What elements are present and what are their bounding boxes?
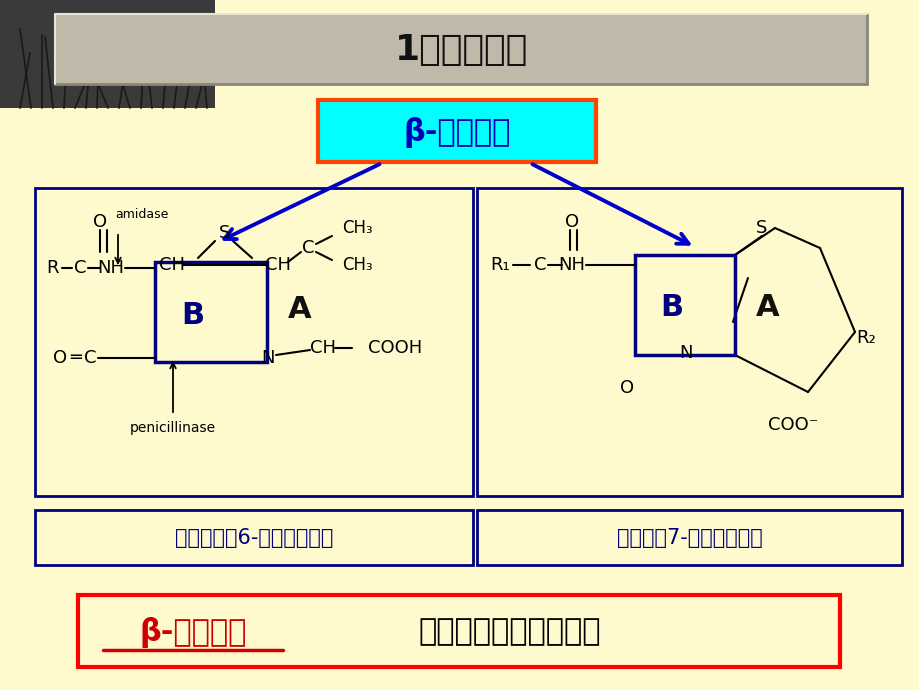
Text: amidase: amidase (115, 208, 168, 221)
Text: C: C (301, 239, 314, 257)
Text: C: C (74, 259, 86, 277)
FancyBboxPatch shape (55, 14, 866, 84)
Text: N: N (261, 349, 275, 367)
Text: N: N (678, 344, 692, 362)
Text: O: O (93, 213, 107, 231)
Text: CH: CH (310, 339, 335, 357)
FancyBboxPatch shape (476, 510, 901, 565)
Text: R₁: R₁ (490, 256, 509, 274)
Text: penicillinase: penicillinase (130, 421, 216, 435)
FancyBboxPatch shape (35, 510, 472, 565)
FancyBboxPatch shape (35, 188, 472, 496)
Text: CH: CH (159, 256, 185, 274)
Text: O: O (53, 349, 67, 367)
Text: A: A (288, 295, 312, 324)
Text: NH: NH (97, 259, 124, 277)
Text: β-内酰胺环: β-内酰胺环 (403, 117, 510, 148)
Text: S: S (219, 224, 231, 242)
Text: ═: ═ (71, 349, 82, 367)
Text: ，为抗菌活性之关键。: ，为抗菌活性之关键。 (418, 618, 601, 647)
Bar (0, 0, 215, 108)
Circle shape (108, 23, 152, 67)
Text: B: B (181, 301, 204, 330)
Text: S: S (755, 219, 766, 237)
FancyBboxPatch shape (78, 595, 839, 667)
Text: NH: NH (558, 256, 584, 274)
Text: β-内酰胺环: β-内酰胺环 (139, 616, 246, 647)
Text: R₂: R₂ (856, 329, 875, 347)
Text: 青霉素类：6-氨基青霉烷酸: 青霉素类：6-氨基青霉烷酸 (175, 528, 333, 548)
Text: COO⁻: COO⁻ (767, 416, 817, 434)
Text: C: C (533, 256, 546, 274)
Text: R: R (47, 259, 59, 277)
Text: O: O (564, 213, 578, 231)
Text: B: B (660, 293, 683, 322)
Text: 头孢类：7-氨基头孢烯酸: 头孢类：7-氨基头孢烯酸 (617, 528, 762, 548)
Text: O: O (619, 379, 633, 397)
Text: COOH: COOH (368, 339, 422, 357)
FancyBboxPatch shape (476, 188, 901, 496)
Text: CH: CH (265, 256, 290, 274)
Text: A: A (755, 293, 779, 322)
Text: C: C (84, 349, 96, 367)
Text: CH₃: CH₃ (342, 256, 372, 274)
FancyBboxPatch shape (318, 100, 596, 162)
Text: 1、基本结构: 1、基本结构 (395, 33, 528, 67)
Text: CH₃: CH₃ (342, 219, 372, 237)
